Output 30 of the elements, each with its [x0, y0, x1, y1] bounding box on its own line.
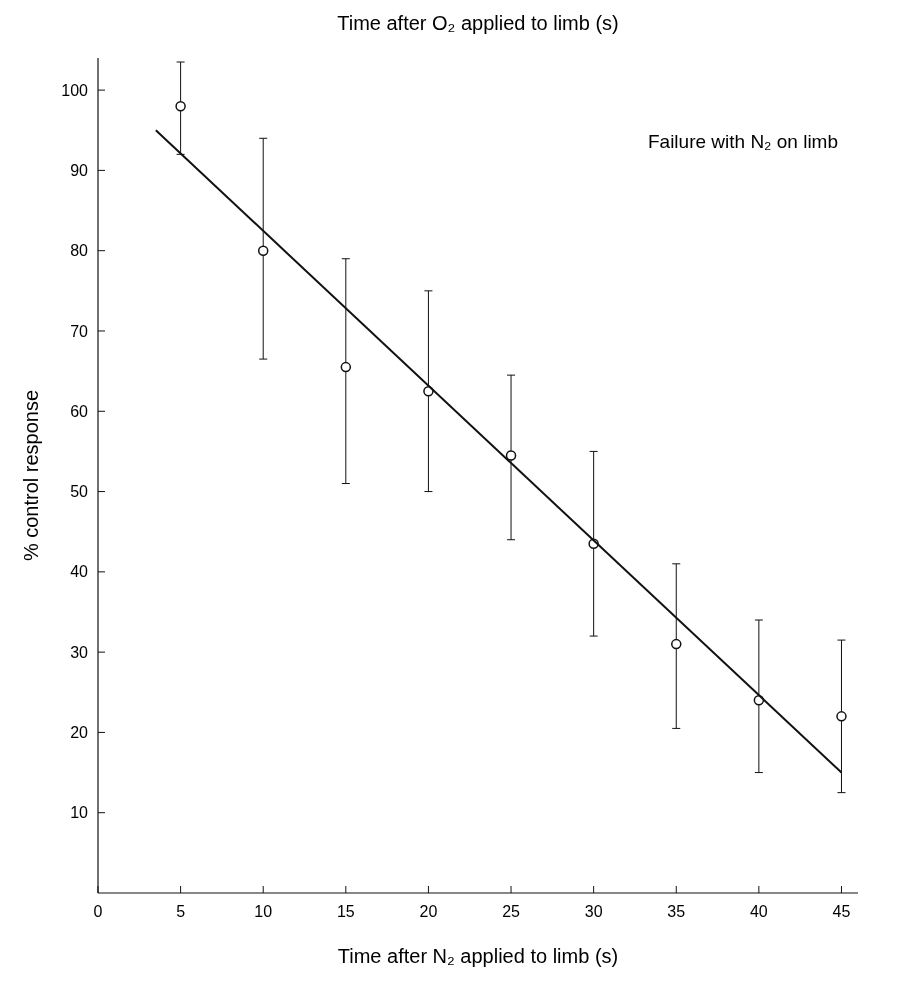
- y-tick-label: 60: [70, 402, 89, 420]
- point: [505, 450, 517, 461]
- annotation: Failure with N₂ on limb: [647, 131, 838, 152]
- x-tick-label: 20: [419, 903, 438, 920]
- x-axis-title: Time after N₂ applied to limb (s): [337, 945, 619, 967]
- x-tick-label: 30: [584, 903, 603, 920]
- point: [671, 638, 682, 650]
- y-tick-label: 30: [70, 643, 89, 661]
- point: [175, 100, 186, 112]
- x-tick-label: 10: [254, 903, 273, 920]
- x-tick-label: 35: [667, 903, 686, 920]
- y-tick-label: 70: [70, 322, 89, 340]
- x-tick-label: 40: [749, 903, 768, 920]
- x-tick-label: 5: [176, 903, 186, 920]
- y-tick-label: 20: [70, 724, 89, 742]
- x-tick-label: 0: [93, 903, 103, 920]
- x-tick-label: 15: [336, 903, 355, 920]
- chart-title: Time after O₂ applied to limb (s): [337, 12, 619, 34]
- x-tick-label: 25: [502, 903, 521, 920]
- y-tick-label: 50: [70, 483, 89, 501]
- x-tick-label: 45: [832, 903, 851, 920]
- y-tick-label: 90: [70, 162, 89, 179]
- y-tick-label: 40: [70, 563, 89, 581]
- point: [257, 245, 269, 256]
- y-tick-label: 100: [61, 81, 89, 99]
- y-tick-label: 80: [70, 242, 89, 260]
- y-tick-label: 10: [70, 804, 89, 822]
- point: [836, 711, 847, 722]
- y-axis-title: % control response: [20, 389, 42, 562]
- point: [340, 361, 352, 373]
